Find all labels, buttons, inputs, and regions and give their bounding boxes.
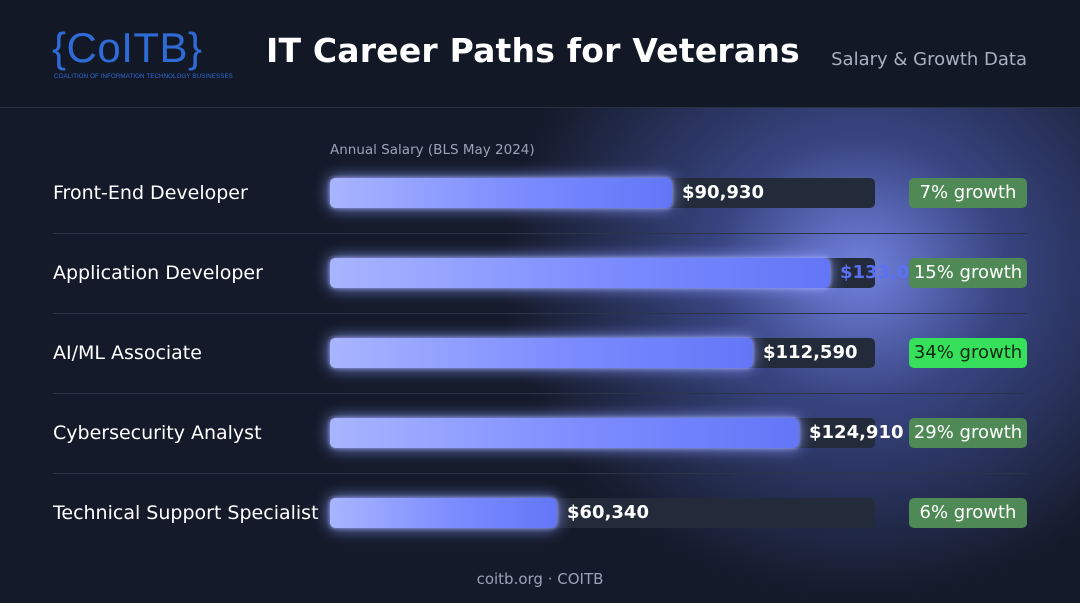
growth-badge: 34% growth xyxy=(909,338,1027,368)
salary-bar xyxy=(330,418,799,448)
category-label: Cybersecurity Analyst xyxy=(53,422,262,444)
coitb-logo: {CoITB} COALITION OF INFORMATION TECHNOL… xyxy=(52,24,233,84)
growth-badge: 6% growth xyxy=(909,498,1027,528)
bar-track xyxy=(330,178,875,208)
salary-bar xyxy=(330,258,830,288)
page-title: IT Career Paths for Veterans xyxy=(266,31,800,70)
chart-row: Cybersecurity Analyst $124,910 29% growth xyxy=(0,393,1080,473)
salary-bar xyxy=(330,178,672,208)
bar-track xyxy=(330,338,875,368)
bar-track xyxy=(330,418,875,448)
bar-track xyxy=(330,258,875,288)
row-divider xyxy=(53,393,1027,394)
row-divider xyxy=(53,313,1027,314)
logo-text: {CoITB} xyxy=(52,24,203,71)
salary-bar xyxy=(330,498,557,528)
row-divider xyxy=(53,233,1027,234)
salary-value-label: $90,930 xyxy=(682,182,764,203)
salary-bar xyxy=(330,338,753,368)
row-divider xyxy=(53,473,1027,474)
category-label: Technical Support Specialist xyxy=(53,502,319,524)
category-label: AI/ML Associate xyxy=(53,342,202,364)
page-subtitle: Salary & Growth Data xyxy=(831,49,1027,70)
footer-text: coitb.org · COITB xyxy=(476,570,604,588)
category-label: Front-End Developer xyxy=(53,182,248,204)
salary-value-label: $124,910 xyxy=(809,422,904,443)
chart-row: Application Developer $133,080 15% growth xyxy=(0,233,1080,313)
header-bar: {CoITB} COALITION OF INFORMATION TECHNOL… xyxy=(0,0,1080,108)
chart-row: Technical Support Specialist $60,340 6% gr… xyxy=(0,473,1080,553)
salary-value-label: $60,340 xyxy=(567,502,649,523)
growth-badge: 7% growth xyxy=(909,178,1027,208)
chart-row: AI/ML Associate $112,590 34% growth xyxy=(0,313,1080,393)
bar-track xyxy=(330,498,875,528)
growth-badge: 15% growth xyxy=(909,258,1027,288)
axis-caption: Annual Salary (BLS May 2024) xyxy=(330,142,535,158)
chart-row: Front-End Developer $90,930 7% growth xyxy=(0,153,1080,233)
salary-value-label: $112,590 xyxy=(763,342,858,363)
growth-badge: 29% growth xyxy=(909,418,1027,448)
category-label: Application Developer xyxy=(53,262,263,284)
logo-subtext: COALITION OF INFORMATION TECHNOLOGY BUSI… xyxy=(54,73,233,80)
